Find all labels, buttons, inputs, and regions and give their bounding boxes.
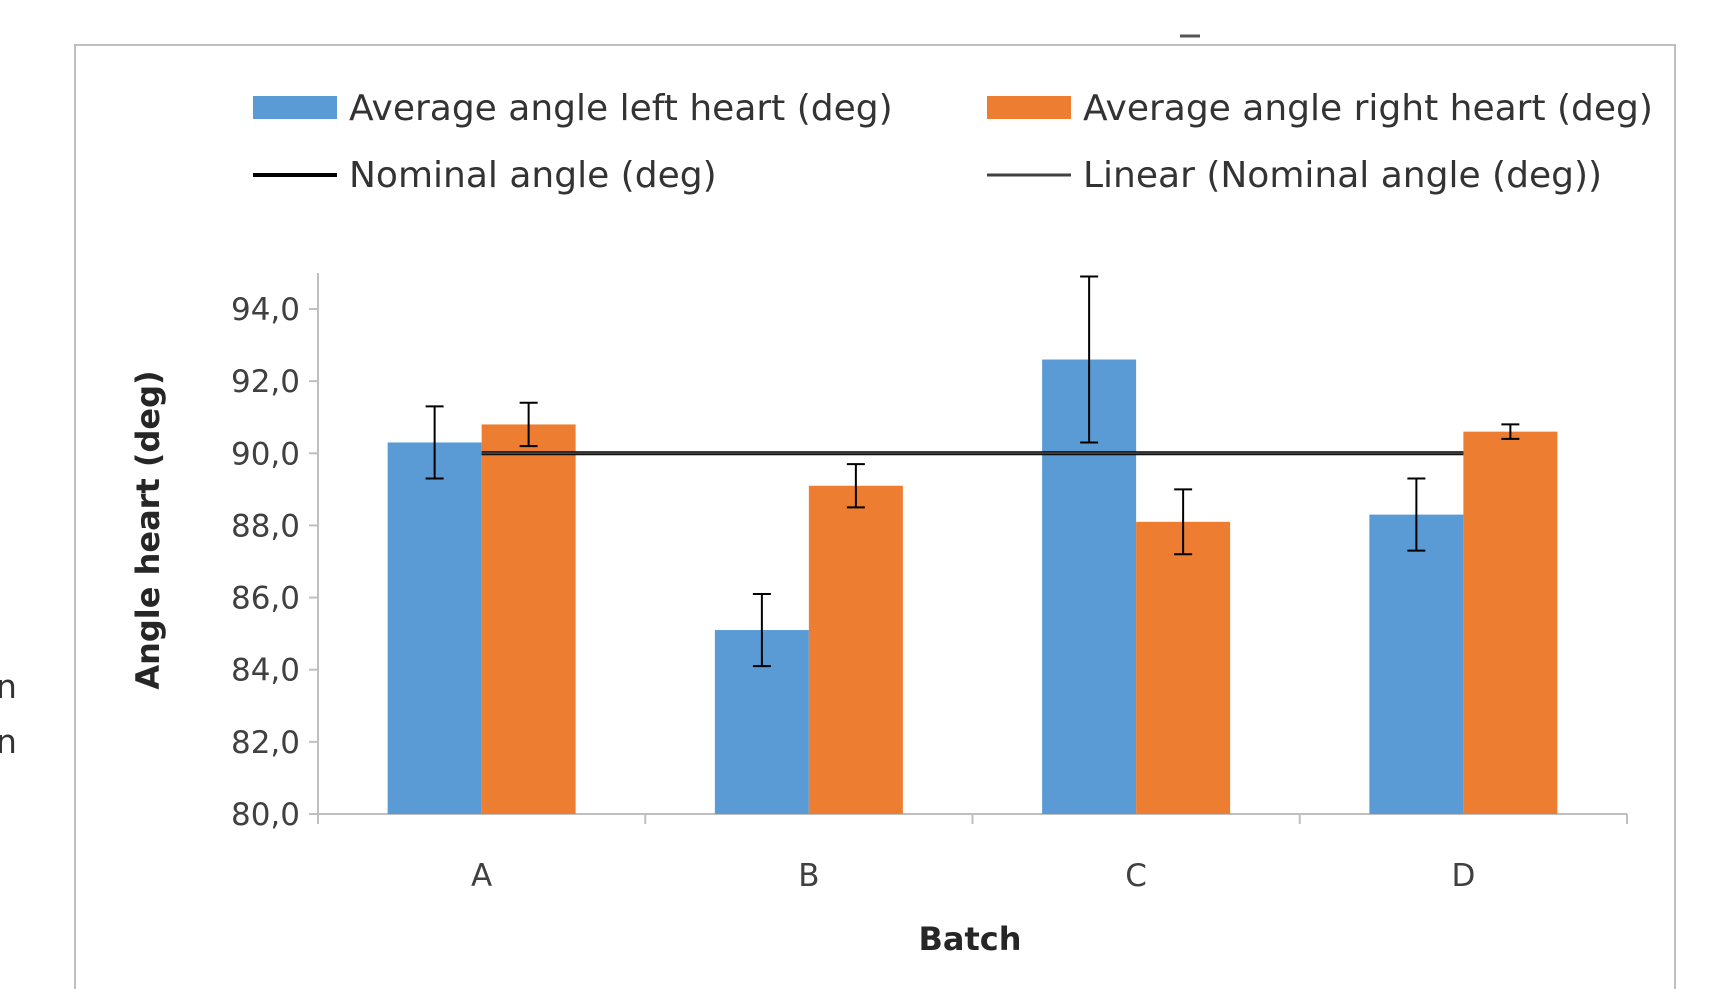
y-tick-label-2: 84,0 (231, 653, 300, 689)
x-tick-label-A: A (471, 858, 492, 894)
bar-right-A (481, 424, 576, 814)
bars (387, 359, 1558, 814)
y-tick-label-7: 94,0 (231, 292, 300, 328)
x-tick-label-C: C (1125, 858, 1147, 894)
y-tick-label-4: 88,0 (231, 508, 300, 544)
x-ticks: A B C D (317, 814, 1628, 894)
bar-right-C (1136, 521, 1231, 814)
bar-right-B (808, 485, 903, 814)
y-tick-label-0: 80,0 (231, 797, 300, 833)
legend-swatch-left-heart (253, 96, 337, 119)
bar-left-D (1369, 514, 1464, 814)
y-tick-label-1: 82,0 (231, 725, 300, 761)
y-ticks: 80,0 82,0 84,0 86,0 88,0 90,0 92,0 94,0 (231, 292, 318, 833)
y-tick-label-5: 90,0 (231, 436, 300, 472)
legend-label-left-heart: Average angle left heart (deg) (349, 88, 893, 129)
bar-left-A (387, 442, 482, 814)
legend: Average angle left heart (deg) Average a… (253, 88, 1653, 196)
legend-swatch-right-heart (987, 96, 1071, 119)
y-axis-title: Angle heart (deg) (129, 370, 167, 689)
error-bars (425, 275, 1520, 668)
x-axis-title: Batch (918, 920, 1021, 958)
edge-fragment-1: n (0, 667, 17, 706)
edge-fragment-2: n (0, 722, 17, 761)
y-tick-label-3: 86,0 (231, 581, 300, 617)
legend-label-right-heart: Average angle right heart (deg) (1083, 88, 1653, 129)
x-tick-label-D: D (1451, 858, 1475, 894)
legend-label-nominal: Nominal angle (deg) (349, 155, 717, 196)
x-tick-label-B: B (798, 858, 819, 894)
bar-right-D (1463, 431, 1558, 814)
legend-label-linear: Linear (Nominal angle (deg)) (1083, 155, 1602, 196)
y-tick-label-6: 92,0 (231, 364, 300, 400)
